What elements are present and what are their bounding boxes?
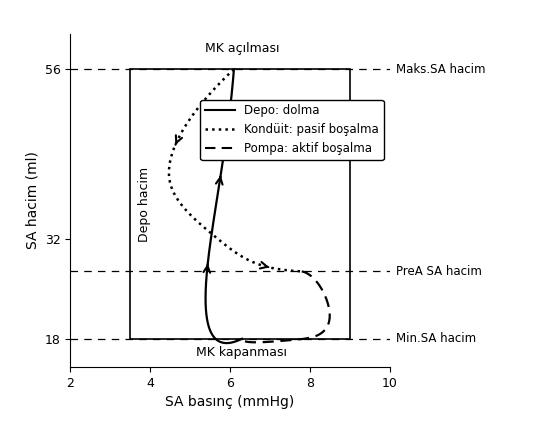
Text: Min.SA hacim: Min.SA hacim [395, 332, 476, 345]
Bar [130, 69, 349, 339]
Text: Maks.SA hacim: Maks.SA hacim [395, 63, 485, 76]
Text: Depo hacim: Depo hacim [137, 166, 150, 241]
Text: MK kapanması: MK kapanması [196, 346, 287, 359]
Text: MK açılması: MK açılması [204, 42, 279, 55]
Legend: Depo: dolma, Kondüit: pasif boşalma, Pompa: aktif boşalma: Depo: dolma, Kondüit: pasif boşalma, Pom… [201, 100, 384, 160]
Y-axis label: SA hacim (ml): SA hacim (ml) [25, 151, 39, 249]
X-axis label: SA basınç (mmHg): SA basınç (mmHg) [166, 395, 294, 409]
Text: PreA SA hacim: PreA SA hacim [395, 265, 481, 278]
